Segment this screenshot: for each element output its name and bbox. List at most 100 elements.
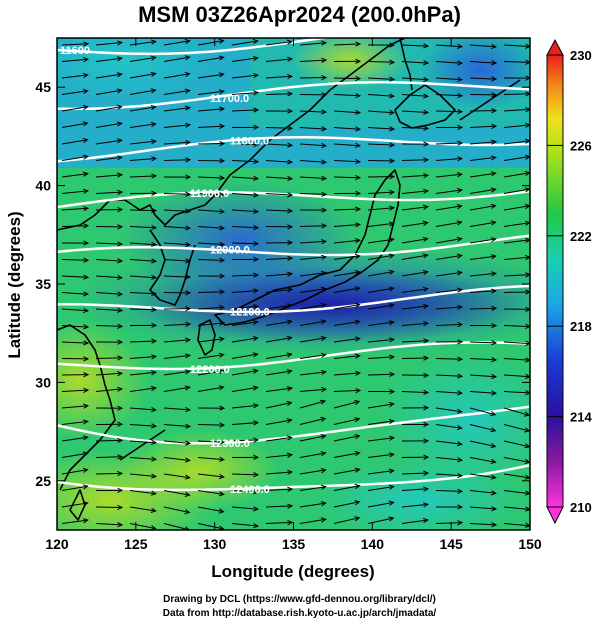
wind-arrowhead — [82, 419, 89, 425]
wind-arrow — [367, 470, 394, 475]
wind-arrowhead — [150, 55, 157, 61]
wind-arrow — [197, 490, 224, 495]
colorbar-tick-label: 222 — [570, 229, 592, 244]
wind-arrowhead — [423, 43, 430, 49]
wind-arrowhead — [354, 270, 361, 276]
coastline-taiwan — [69, 489, 86, 521]
wind-arrowhead — [456, 187, 463, 194]
wind-arrow — [163, 73, 190, 79]
wind-arrow — [469, 490, 496, 494]
wind-arrowhead — [82, 104, 89, 111]
wind-arrowhead — [320, 468, 327, 474]
wind-arrowhead — [456, 424, 463, 431]
y-tick-label: 40 — [35, 178, 51, 194]
wind-arrow — [95, 275, 122, 279]
wind-arrowhead — [184, 385, 191, 391]
wind-arrow — [299, 320, 326, 326]
wind-arrowhead — [116, 88, 123, 94]
wind-arrow — [163, 209, 191, 212]
wind-arrowhead — [491, 521, 498, 528]
wind-arrow — [503, 506, 530, 510]
wind-arrow — [469, 457, 496, 463]
wind-arrow — [401, 305, 428, 310]
wind-arrow — [503, 291, 530, 293]
wind-arrow — [503, 156, 530, 161]
wind-arrow — [231, 193, 258, 196]
y-tick-label: 30 — [35, 374, 51, 390]
wind-arrowhead — [117, 172, 124, 178]
wind-arrowhead — [83, 257, 90, 263]
wind-arrow — [163, 124, 190, 128]
wind-arrow — [503, 61, 530, 63]
wind-arrowhead — [117, 386, 124, 392]
wind-arrowhead — [388, 516, 395, 522]
wind-arrow — [197, 56, 224, 62]
wind-arrow — [299, 42, 326, 46]
wind-arrowhead — [219, 289, 226, 295]
wind-arrowhead — [321, 386, 328, 393]
wind-arrowhead — [82, 154, 89, 160]
wind-arrow — [401, 519, 428, 524]
wind-arrowhead — [117, 487, 124, 494]
wind-arrowhead — [456, 270, 463, 276]
wind-arrowhead — [151, 439, 158, 446]
wind-arrowhead — [321, 126, 328, 132]
wind-arrow — [163, 275, 191, 278]
wind-arrowhead — [287, 519, 294, 526]
wind-arrow — [469, 272, 496, 277]
wind-arrowhead — [83, 57, 90, 63]
wind-arrow — [61, 207, 88, 211]
wind-arrow — [333, 287, 360, 293]
wind-arrow — [333, 110, 360, 114]
wind-arrow — [197, 73, 224, 79]
wind-arrow — [129, 506, 156, 512]
wind-arrow — [333, 143, 360, 147]
wind-arrowhead — [253, 124, 260, 130]
contour-line — [57, 464, 530, 492]
x-tick-label: 135 — [282, 536, 306, 552]
wind-arrow — [401, 206, 428, 211]
wind-arrowhead — [354, 417, 361, 423]
wind-arrowhead — [253, 107, 260, 113]
wind-arrowhead — [354, 434, 361, 440]
contour-line — [57, 190, 530, 209]
wind-arrow — [95, 106, 122, 112]
wind-arrowhead — [219, 123, 226, 129]
wind-arrow — [299, 469, 326, 475]
wind-arrow — [435, 205, 462, 211]
wind-arrowhead — [83, 188, 90, 194]
wind-arrow — [469, 44, 496, 48]
wind-arrow — [299, 59, 327, 62]
wind-arrowhead — [491, 357, 498, 363]
wind-arrow — [265, 387, 292, 392]
wind-arrowhead — [184, 38, 191, 45]
wind-arrowhead — [150, 490, 157, 496]
x-tick-label: 140 — [361, 536, 385, 552]
wind-arrow — [435, 44, 462, 48]
wind-arrow — [265, 160, 292, 163]
wind-arrowhead — [490, 155, 497, 161]
wind-arrowhead — [150, 88, 157, 94]
wind-arrowhead — [218, 336, 225, 342]
contour-label: 11800.0 — [230, 135, 269, 147]
contour-line — [57, 405, 530, 445]
wind-arrowhead — [491, 305, 498, 311]
wind-arrow — [367, 127, 395, 130]
wind-arrowhead — [218, 508, 225, 514]
wind-arrow — [469, 61, 497, 64]
wind-arrowhead — [287, 142, 294, 148]
colorbar-lower-triangle — [546, 506, 564, 525]
wind-arrow — [163, 440, 190, 444]
colorbar-tick-label: 218 — [570, 319, 592, 334]
wind-arrow — [469, 221, 496, 227]
wind-arrowhead — [389, 371, 396, 377]
wind-arrowhead — [491, 373, 498, 380]
wind-arrowhead — [354, 353, 361, 359]
wind-arrowhead — [185, 241, 192, 248]
wind-arrow — [265, 488, 293, 491]
wind-arrow — [401, 77, 428, 81]
wind-arrowhead — [185, 321, 192, 328]
wind-arrowhead — [82, 467, 89, 473]
wind-arrowhead — [286, 435, 293, 441]
wind-arrowhead — [83, 324, 90, 330]
